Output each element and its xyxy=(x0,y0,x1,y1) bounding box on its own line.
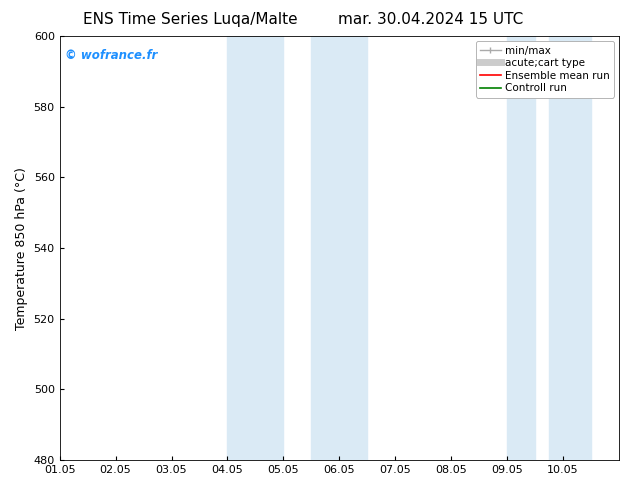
Text: mar. 30.04.2024 15 UTC: mar. 30.04.2024 15 UTC xyxy=(339,12,524,27)
Text: © wofrance.fr: © wofrance.fr xyxy=(65,49,158,62)
Bar xyxy=(311,36,367,460)
Bar xyxy=(228,36,283,460)
Bar xyxy=(507,36,535,460)
Text: ENS Time Series Luqa/Malte: ENS Time Series Luqa/Malte xyxy=(83,12,297,27)
Legend: min/max, acute;cart type, Ensemble mean run, Controll run: min/max, acute;cart type, Ensemble mean … xyxy=(476,41,614,98)
Bar xyxy=(549,36,591,460)
Y-axis label: Temperature 850 hPa (°C): Temperature 850 hPa (°C) xyxy=(15,167,28,330)
